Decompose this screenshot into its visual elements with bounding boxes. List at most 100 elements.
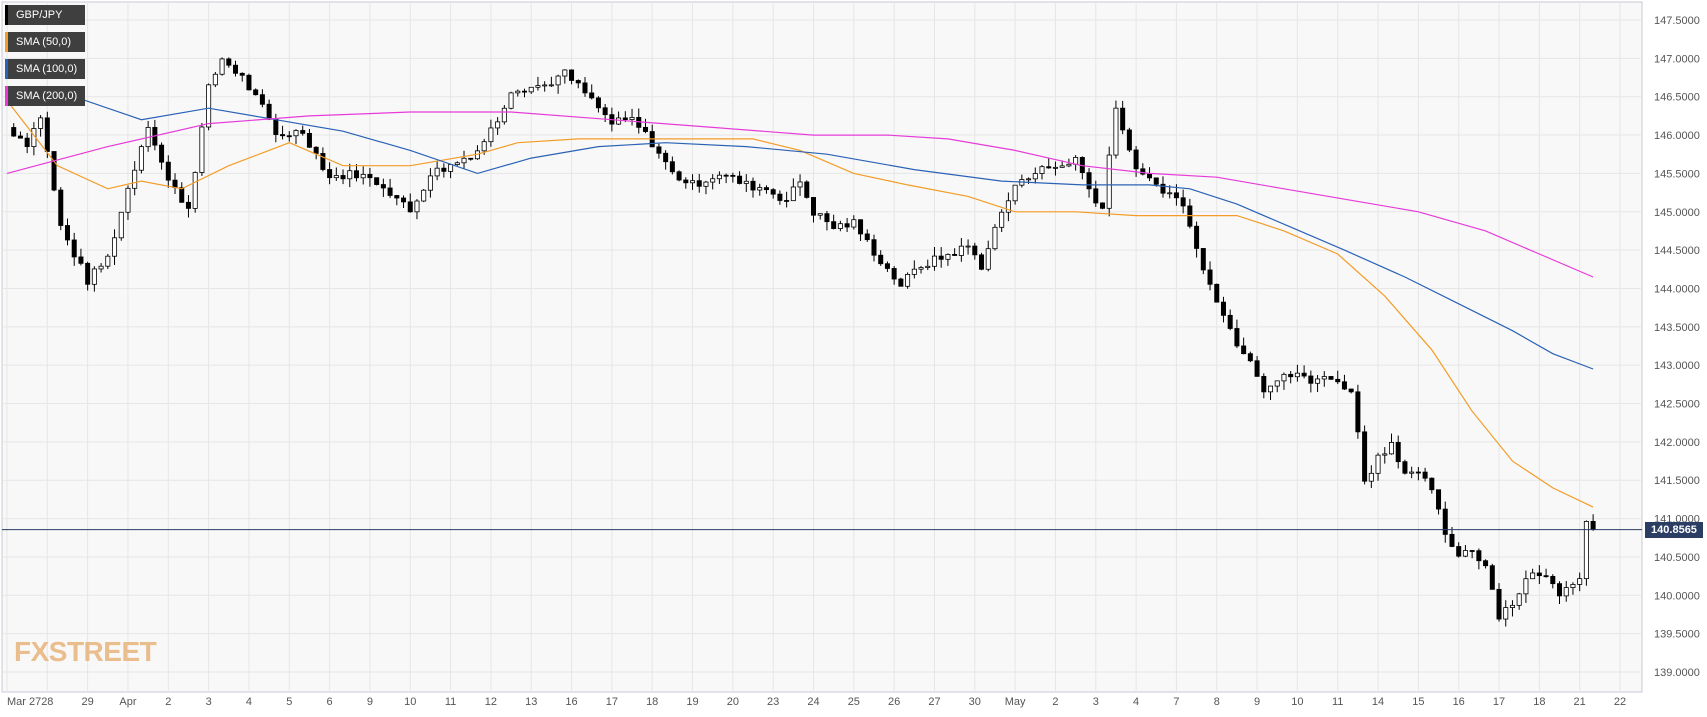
sma-line-50 — [6, 100, 1594, 508]
legend-label-sma100: SMA (100,0) — [16, 63, 78, 75]
candle-body — [1234, 328, 1240, 347]
candle-body — [300, 130, 306, 134]
candle-body — [878, 254, 884, 265]
y-tick-label: 141.5000 — [1654, 475, 1700, 487]
candle-body — [1395, 442, 1401, 463]
x-tick-label: 28 — [41, 696, 53, 708]
legend-item-gbpjpy[interactable]: GBP/JPY — [5, 5, 86, 25]
x-tick-label: 3 — [1093, 696, 1099, 708]
candle-body — [51, 151, 57, 191]
candle-body — [468, 157, 474, 160]
candle-body — [1563, 587, 1569, 597]
candle-body — [1509, 604, 1515, 608]
candle-body — [448, 164, 454, 172]
candle-body — [192, 172, 198, 209]
candle-body — [1173, 192, 1179, 199]
x-tick-label: 12 — [485, 696, 497, 708]
legend-item-sma50[interactable]: SMA (50,0) — [5, 32, 86, 52]
x-tick-label: 16 — [565, 696, 577, 708]
candle-body — [1194, 225, 1200, 249]
candle-body — [280, 134, 286, 137]
candle-body — [1274, 380, 1280, 387]
candle-body — [1375, 454, 1381, 474]
x-tick-label: 3 — [206, 696, 212, 708]
candle-body — [831, 221, 837, 229]
candle-body — [824, 213, 830, 223]
legend-item-sma200[interactable]: SMA (200,0) — [5, 86, 86, 106]
y-tick-label: 143.0000 — [1654, 360, 1700, 372]
candle-body — [320, 153, 326, 170]
x-tick-label: 23 — [767, 696, 779, 708]
candle-body — [542, 84, 548, 87]
candle-body — [112, 237, 118, 257]
y-tick-label: 145.0000 — [1654, 207, 1700, 219]
x-tick-label: 11 — [445, 696, 456, 708]
legend-label-sma50: SMA (50,0) — [16, 36, 72, 48]
candle-body — [1167, 192, 1173, 195]
candle-body — [730, 174, 736, 177]
candle-body — [1059, 165, 1065, 168]
legend-swatch-sma100 — [5, 59, 8, 79]
sma-line-100 — [7, 96, 1594, 370]
candle-body — [1462, 550, 1468, 557]
candle-body — [118, 211, 124, 239]
candle-body — [1590, 521, 1596, 530]
candle-body — [71, 239, 77, 258]
candle-body — [642, 126, 648, 132]
candle-body — [1133, 149, 1139, 170]
candle-body — [858, 219, 864, 235]
candle-body — [91, 268, 97, 285]
candle-body — [737, 175, 743, 184]
x-tick-label: 14 — [1372, 696, 1384, 708]
candle-body — [1335, 378, 1341, 383]
candle-body — [777, 193, 783, 201]
legend-item-sma100[interactable]: SMA (100,0) — [5, 59, 86, 79]
y-tick-label: 144.5000 — [1654, 245, 1700, 257]
candle-body — [394, 195, 400, 199]
x-tick-label: 4 — [246, 696, 252, 708]
x-tick-label: 21 — [1574, 696, 1586, 708]
legend-label-sma200: SMA (200,0) — [16, 90, 78, 102]
candle-body — [11, 127, 17, 137]
candle-body — [629, 117, 635, 120]
candle-body — [1214, 283, 1220, 303]
candle-body — [233, 64, 239, 74]
candle-body — [481, 141, 487, 152]
candle-body — [1126, 129, 1132, 151]
candle-body — [1341, 381, 1347, 390]
candle-body — [454, 162, 460, 165]
candle-body — [206, 84, 212, 128]
candle-body — [891, 268, 897, 280]
x-tick-label: Mar 27 — [7, 696, 41, 708]
y-tick-label: 139.0000 — [1654, 667, 1700, 679]
candle-body — [716, 174, 722, 180]
candle-body — [535, 85, 541, 88]
candle-body — [1268, 385, 1274, 393]
candle-body — [1288, 373, 1294, 378]
candle-body — [212, 73, 218, 86]
candle-body — [1005, 200, 1011, 213]
candle-body — [85, 262, 91, 285]
candle-body — [1557, 583, 1563, 597]
x-tick-label: 20 — [727, 696, 739, 708]
candle-body — [226, 58, 232, 66]
x-tick-label: 25 — [848, 696, 860, 708]
candle-body — [965, 245, 971, 248]
last-price-tag: 140.8565 — [1645, 521, 1703, 538]
candle-body — [1523, 578, 1529, 595]
x-tick-label: 24 — [807, 696, 819, 708]
candle-body — [1503, 607, 1509, 620]
candle-body — [958, 245, 964, 256]
candle-body — [669, 161, 675, 173]
x-tick-label: 9 — [1254, 696, 1260, 708]
x-tick-label: 27 — [928, 696, 940, 708]
plot-area — [1, 1, 1643, 693]
candle-body — [172, 179, 178, 189]
candle-body — [58, 189, 64, 226]
candle-body — [64, 225, 70, 241]
x-tick-label: 5 — [286, 696, 292, 708]
x-tick-label: 8 — [1214, 696, 1220, 708]
candle-body — [1355, 391, 1361, 433]
candle-body — [1099, 202, 1105, 209]
candle-body — [461, 157, 467, 164]
